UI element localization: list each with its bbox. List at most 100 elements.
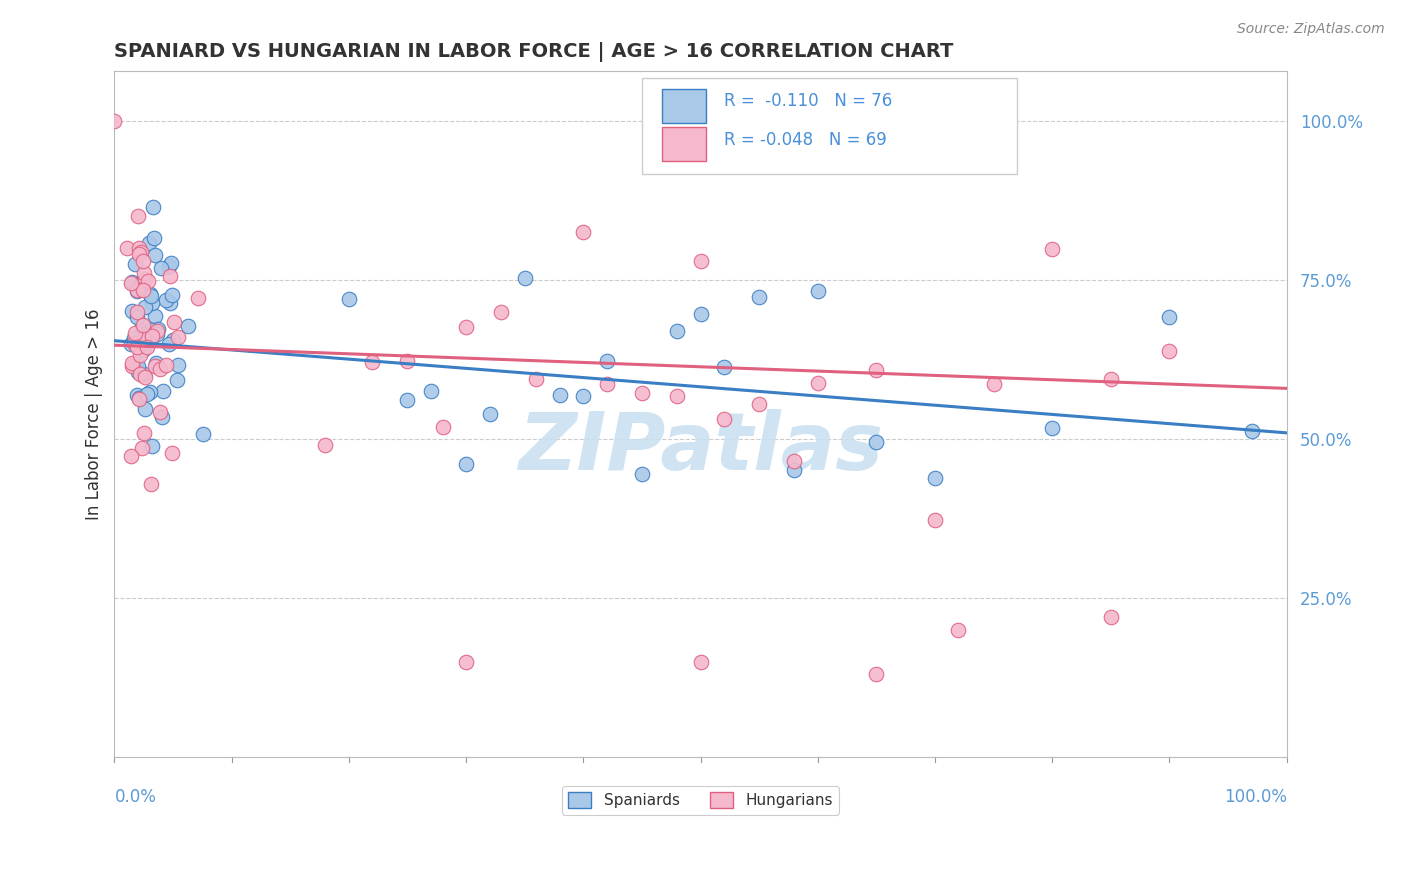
Point bbox=[139, 385, 162, 400]
Point bbox=[122, 331, 145, 345]
Point bbox=[121, 303, 143, 318]
Point bbox=[160, 288, 183, 302]
Point bbox=[162, 333, 184, 347]
Point bbox=[120, 449, 142, 463]
Point bbox=[150, 410, 173, 425]
Point bbox=[314, 437, 336, 451]
Point bbox=[132, 323, 155, 337]
Point bbox=[141, 296, 163, 310]
Point bbox=[142, 200, 165, 214]
Point bbox=[193, 426, 215, 441]
Point bbox=[128, 392, 150, 406]
Point bbox=[131, 276, 153, 290]
Text: Source: ZipAtlas.com: Source: ZipAtlas.com bbox=[1237, 22, 1385, 37]
Point bbox=[176, 319, 198, 334]
Point bbox=[131, 441, 153, 455]
Point bbox=[152, 384, 174, 398]
Point bbox=[120, 277, 142, 291]
Point bbox=[146, 326, 169, 341]
Point bbox=[127, 209, 149, 223]
Point bbox=[713, 412, 735, 426]
Point bbox=[548, 388, 571, 402]
Point bbox=[127, 365, 149, 379]
Point bbox=[143, 248, 166, 262]
Point bbox=[132, 275, 155, 289]
Point bbox=[127, 388, 149, 402]
Point bbox=[145, 324, 167, 338]
Point bbox=[124, 326, 146, 341]
Point bbox=[166, 330, 188, 344]
Point bbox=[596, 376, 619, 391]
Point bbox=[141, 439, 163, 453]
Point bbox=[689, 307, 711, 321]
Point bbox=[163, 315, 186, 329]
Point bbox=[526, 372, 548, 386]
Point bbox=[143, 231, 166, 245]
Point bbox=[134, 332, 156, 346]
Point bbox=[948, 623, 970, 637]
Point bbox=[121, 276, 143, 290]
Point bbox=[187, 291, 209, 305]
Point bbox=[491, 305, 513, 319]
Point bbox=[432, 420, 454, 434]
FancyBboxPatch shape bbox=[662, 127, 706, 161]
Point bbox=[1099, 372, 1122, 386]
Point bbox=[748, 397, 770, 411]
Point bbox=[166, 373, 188, 387]
Point bbox=[337, 292, 360, 306]
Point bbox=[134, 272, 156, 286]
Point bbox=[631, 467, 654, 482]
Point bbox=[1040, 242, 1063, 256]
Point bbox=[419, 384, 441, 398]
Point bbox=[1159, 344, 1181, 359]
Point bbox=[924, 471, 946, 485]
Point bbox=[159, 268, 181, 283]
Point bbox=[128, 247, 150, 261]
Point bbox=[128, 367, 150, 381]
Point bbox=[865, 435, 887, 450]
Point bbox=[572, 225, 595, 239]
Point bbox=[807, 284, 830, 298]
Point bbox=[134, 370, 156, 384]
Point bbox=[125, 340, 148, 354]
Text: SPANIARD VS HUNGARIAN IN LABOR FORCE | AGE > 16 CORRELATION CHART: SPANIARD VS HUNGARIAN IN LABOR FORCE | A… bbox=[114, 42, 953, 62]
Point bbox=[141, 328, 163, 343]
Point bbox=[134, 300, 156, 314]
Text: R =  -0.110   N = 76: R = -0.110 N = 76 bbox=[724, 92, 893, 110]
Point bbox=[134, 426, 156, 441]
Point bbox=[125, 305, 148, 319]
Point bbox=[125, 283, 148, 297]
Point bbox=[149, 405, 172, 419]
Text: 100.0%: 100.0% bbox=[1223, 788, 1286, 805]
Point bbox=[1240, 424, 1263, 438]
Point bbox=[167, 359, 190, 373]
Point bbox=[689, 655, 711, 669]
Point bbox=[689, 254, 711, 268]
Point bbox=[157, 337, 180, 351]
Point bbox=[124, 257, 146, 271]
Point bbox=[983, 377, 1005, 392]
Point bbox=[128, 391, 150, 405]
Point bbox=[456, 320, 478, 334]
Point bbox=[160, 256, 183, 270]
Text: 0.0%: 0.0% bbox=[114, 788, 156, 805]
Point bbox=[139, 334, 162, 348]
Point bbox=[134, 326, 156, 341]
Point bbox=[865, 667, 887, 681]
Point bbox=[132, 283, 155, 297]
Point bbox=[121, 356, 143, 370]
Point bbox=[128, 348, 150, 362]
FancyBboxPatch shape bbox=[643, 78, 1017, 174]
Y-axis label: In Labor Force | Age > 16: In Labor Force | Age > 16 bbox=[86, 308, 103, 519]
Point bbox=[143, 310, 166, 324]
Point bbox=[136, 274, 159, 288]
Point bbox=[1040, 421, 1063, 435]
Point bbox=[160, 446, 183, 460]
Point bbox=[139, 323, 162, 337]
Point bbox=[924, 513, 946, 527]
Point bbox=[396, 353, 419, 368]
Point bbox=[513, 271, 536, 285]
Point bbox=[125, 361, 148, 376]
Point bbox=[132, 343, 155, 357]
Point bbox=[139, 477, 162, 491]
